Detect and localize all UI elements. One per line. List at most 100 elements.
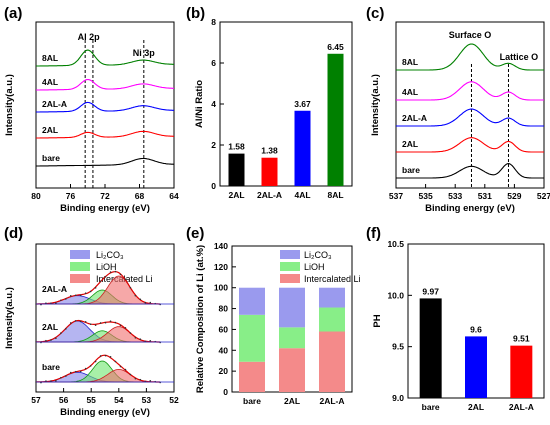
x-tick-label: 2AL-A (257, 190, 282, 200)
y-tick-label: 4 (211, 99, 216, 109)
raw-data-point (84, 321, 87, 323)
legend-swatch (280, 250, 300, 259)
stacked-segment (279, 327, 305, 349)
raw-data-point (45, 380, 47, 382)
raw-data-point (79, 370, 82, 373)
plot-frame (395, 21, 545, 189)
raw-data-point (84, 367, 87, 370)
stacked-segment (239, 314, 265, 362)
stacked-segment (239, 287, 265, 315)
legend-swatch (70, 262, 90, 271)
raw-data-point (94, 287, 97, 289)
x-tick-label: 531 (478, 191, 492, 201)
raw-data-point (74, 320, 77, 322)
series-label-2AL-A: 2AL-A (42, 99, 67, 109)
raw-data-point (119, 365, 122, 368)
series-label-bare: bare (42, 362, 60, 372)
bar-4AL (294, 110, 311, 186)
x-tick-label: 54 (114, 395, 124, 405)
x-tick-label: 8AL (327, 190, 343, 200)
x-tick-label: 2AL-A (509, 402, 534, 412)
panel-a-chart: 80 76 72 68 64 Binding energy (eV) Intensity(a… (4, 21, 179, 214)
raw-data-point (69, 322, 72, 324)
panel-label-f: (f) (366, 225, 381, 242)
raw-data-point (45, 339, 47, 342)
x-axis-title: Binding energy (eV) (60, 203, 150, 214)
raw-data-point (109, 320, 112, 322)
y-tick-label: 140 (214, 241, 228, 251)
x-tick-label: 2AL (468, 402, 484, 412)
raw-data-point (94, 324, 97, 326)
panel-d-chart: 57 56 55 54 53 52 Binding energy (eV) Intensity… (4, 243, 179, 418)
raw-data-point (139, 378, 142, 381)
raw-data-point (104, 321, 107, 324)
x-tick-label: bare (243, 396, 261, 406)
raw-data-point (104, 354, 107, 357)
raw-data-point (55, 379, 57, 382)
raw-data-point (149, 339, 152, 342)
raw-data-point (119, 273, 122, 276)
bar-value-label: 9.97 (422, 286, 439, 296)
bar-bare (419, 298, 442, 398)
raw-data-point (94, 360, 97, 363)
x-tick-label: 76 (66, 191, 76, 201)
y-tick-label: 10.0 (387, 290, 404, 300)
raw-data-point (124, 327, 127, 329)
y-tick-label: 80 (219, 304, 229, 314)
x-tick-label: 529 (507, 191, 521, 201)
stacked-segment (319, 331, 345, 392)
y-tick-label: 0 (211, 181, 216, 191)
raw-data-point (114, 321, 117, 324)
series-line-bare (396, 163, 544, 179)
raw-data-point (60, 332, 62, 334)
plot-frame (35, 243, 175, 393)
y-axis-title: Intensity(a.u.) (4, 74, 15, 136)
legend-swatch (70, 250, 90, 259)
x-tick-label: 72 (100, 191, 110, 201)
panel-label-d: (d) (4, 225, 23, 242)
y-tick-label: 40 (219, 345, 229, 355)
y-tick-label: 9.0 (392, 393, 404, 403)
bar-value-label: 9.51 (513, 334, 530, 344)
raw-data-point (104, 276, 107, 278)
x-tick-label: 80 (31, 191, 41, 201)
bar-value-label: 3.67 (294, 99, 311, 109)
y-axis-title: PH (372, 314, 383, 327)
bar-value-label: 1.58 (228, 142, 245, 152)
raw-data-point (89, 290, 92, 293)
bar-2AL-A (510, 345, 533, 398)
panel-c-chart: 537 535 533 531 529 527 Binding energy (eV) Int… (370, 21, 550, 214)
series-label-8AL: 8AL (42, 53, 58, 63)
series-line-2AL-A (36, 101, 174, 113)
raw-data-point (124, 278, 127, 280)
annotation-surface-o: Surface O (449, 30, 492, 40)
bar-2AL (228, 153, 245, 186)
series-label-2AL: 2AL (42, 322, 58, 332)
y-tick-label: 9.5 (392, 342, 404, 352)
x-tick-label: 68 (135, 191, 145, 201)
legend-label: Li₂CO₃ (96, 250, 124, 260)
raw-data-point (139, 338, 142, 341)
series-line-8AL (396, 43, 544, 71)
raw-data-point (119, 324, 122, 327)
x-tick-label: 527 (537, 191, 550, 201)
raw-data-point (129, 332, 132, 334)
panel-label-c: (c) (366, 5, 384, 22)
legend-label: Li₂CO₃ (304, 250, 332, 260)
raw-data-point (65, 298, 67, 300)
x-tick-label: 56 (59, 395, 69, 405)
y-tick-label: 6 (211, 58, 216, 68)
raw-data-point (65, 328, 67, 330)
raw-data-point (69, 371, 72, 374)
raw-data-point (114, 270, 117, 273)
series-label-bare: bare (42, 153, 60, 163)
raw-data-point (109, 355, 112, 358)
series-label-bare: bare (402, 165, 420, 175)
series-line-2AL (36, 130, 174, 139)
series-line-2AL (396, 137, 544, 153)
raw-data-point (114, 360, 117, 363)
y-tick-label: 8 (211, 17, 216, 27)
annotation-al2p: Al 2p (78, 32, 101, 42)
series-label-2AL-A: 2AL-A (402, 113, 427, 123)
